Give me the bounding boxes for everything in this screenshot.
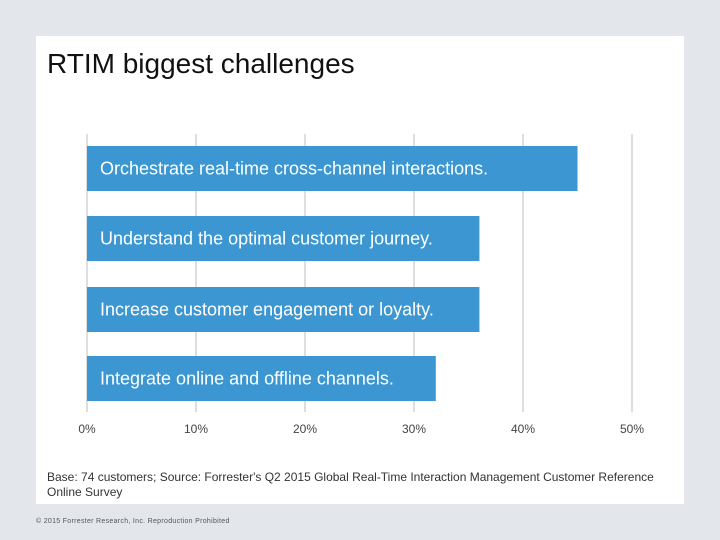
bar bbox=[87, 146, 578, 191]
bars: Orchestrate real-time cross-channel inte… bbox=[87, 146, 578, 401]
copyright-notice: © 2015 Forrester Research, Inc. Reproduc… bbox=[36, 518, 230, 525]
x-axis-ticks: 0% 10% 20% 30% 40% 50% bbox=[78, 422, 644, 436]
x-tick-label: 50% bbox=[620, 422, 644, 436]
bar bbox=[87, 287, 480, 332]
bar-label: Orchestrate real-time cross-channel inte… bbox=[100, 159, 488, 179]
x-tick-label: 40% bbox=[511, 422, 535, 436]
source-footnote: Base: 74 customers; Source: Forrester's … bbox=[47, 470, 654, 499]
bar-label: Integrate online and offline channels. bbox=[100, 369, 394, 389]
chart-title: RTIM biggest challenges bbox=[47, 48, 355, 79]
x-tick-label: 10% bbox=[184, 422, 208, 436]
x-tick-label: 30% bbox=[402, 422, 426, 436]
bar bbox=[87, 216, 480, 261]
bar-chart: Orchestrate real-time cross-channel inte… bbox=[78, 134, 644, 436]
slide: RTIM biggest challenges Orchestrate real… bbox=[36, 36, 684, 504]
x-tick-label: 20% bbox=[293, 422, 317, 436]
bar bbox=[87, 356, 436, 401]
x-tick-label: 0% bbox=[78, 422, 96, 436]
bar-label: Understand the optimal customer journey. bbox=[100, 229, 433, 249]
bar-label: Increase customer engagement or loyalty. bbox=[100, 300, 434, 320]
